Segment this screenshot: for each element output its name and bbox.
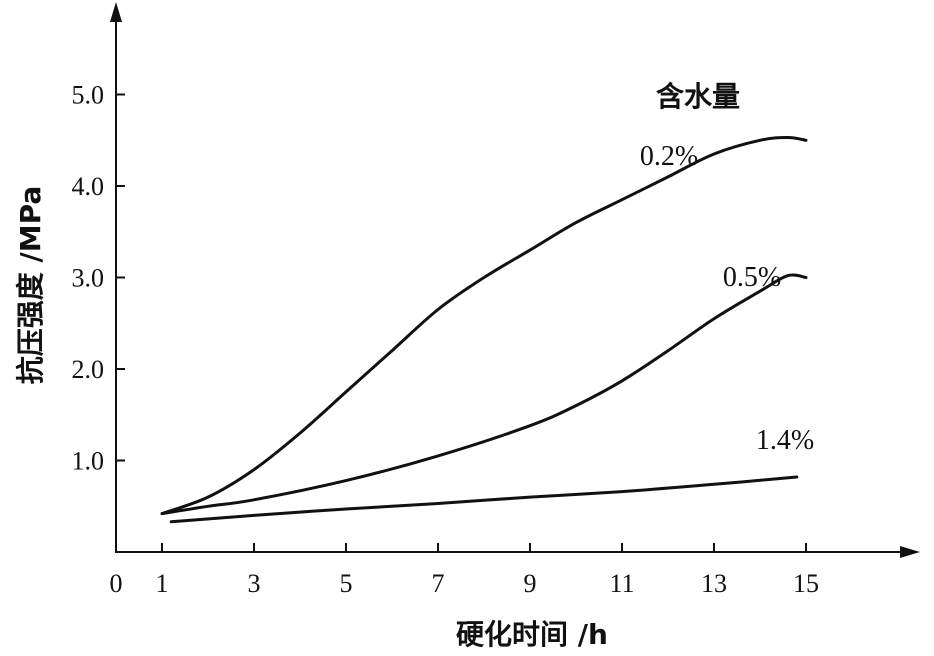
series-line-1	[160, 273, 808, 516]
y-axis-arrow-icon	[110, 2, 122, 22]
x-tick-label: 5	[340, 569, 353, 598]
y-tick-label: 3.0	[72, 264, 105, 293]
series-label-0: 0.2%	[640, 141, 698, 172]
x-tick-label: 13	[701, 569, 727, 598]
x-tick-label: 0	[110, 569, 123, 598]
x-tick-label: 9	[524, 569, 537, 598]
series-group	[160, 136, 808, 524]
x-axis-arrow-icon	[900, 546, 920, 558]
series-line-0	[160, 136, 808, 516]
x-tick-label: 15	[793, 569, 819, 598]
x-tick-label: 1	[156, 569, 169, 598]
x-tick-label: 7	[432, 569, 445, 598]
y-tick-label: 5.0	[72, 81, 105, 110]
x-ticks: 0 1 3 5 7 9 11 13 15	[110, 543, 819, 598]
x-tick-label: 11	[609, 569, 634, 598]
series-line-2	[169, 475, 799, 524]
y-tick-label: 2.0	[72, 355, 105, 384]
series-label-2: 1.4%	[756, 425, 814, 456]
y-ticks: 1.0 2.0 3.0 4.0 5.0	[72, 81, 125, 476]
y-tick-label: 4.0	[72, 172, 105, 201]
y-axis-title: 抗压强度 /MPa	[14, 186, 47, 385]
series-label-1: 0.5%	[723, 262, 781, 293]
y-tick-label: 1.0	[72, 447, 105, 476]
x-tick-label: 3	[248, 569, 261, 598]
legend-title: 含水量	[656, 80, 740, 113]
plot-area: 0 1 3 5 7 9 11 13 15 1.02.03.04.05.0 硬化时间 /h 抗压强…	[14, 2, 920, 651]
x-axis-title: 硬化时间 /h	[456, 618, 608, 651]
